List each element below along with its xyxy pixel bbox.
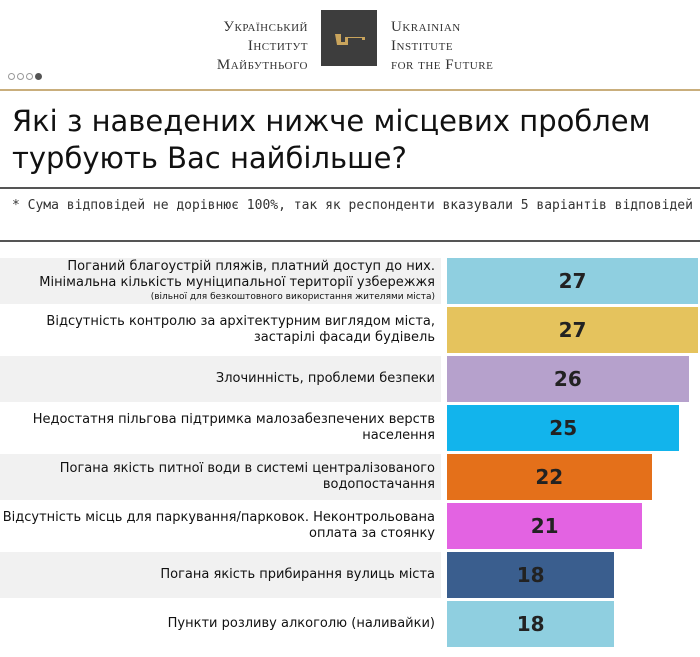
chart-row: Погана якість прибирання вулиць міста 18	[0, 552, 700, 598]
logo-text-ua: Український Інститут Майбутнього	[216, 19, 308, 73]
footnote: * Сума відповідей не дорівнює 100%, так …	[12, 198, 693, 213]
bar: 26	[447, 356, 689, 402]
bar: 21	[447, 503, 643, 549]
bar: 25	[447, 405, 680, 451]
chart-row: Пункти розливу алкоголю (наливайки) 18	[0, 601, 700, 647]
category-text: Пункти розливу алкоголю (наливайки)	[167, 616, 435, 631]
pager-dot[interactable]	[26, 73, 33, 80]
category-label: Погана якість питної води в системі цент…	[0, 454, 441, 500]
category-text: Недостатня пільгова підтримка малозабезп…	[32, 412, 435, 443]
pager-dot-active[interactable]	[35, 73, 42, 80]
divider	[0, 89, 700, 91]
category-text: Погана якість питної води в системі цент…	[59, 461, 435, 492]
category-label: Недостатня пільгова підтримка малозабезп…	[0, 405, 441, 451]
category-label: Погана якість прибирання вулиць міста	[0, 552, 441, 598]
bar: 22	[447, 454, 652, 500]
bar: 18	[447, 552, 615, 598]
data-label: 22	[535, 465, 564, 489]
pager[interactable]	[8, 73, 42, 80]
data-label: 18	[516, 612, 545, 636]
pager-dot[interactable]	[17, 73, 24, 80]
divider	[0, 187, 700, 189]
data-label: 21	[530, 514, 559, 538]
logo-text-en: Ukrainian Institute for the Future	[391, 19, 494, 73]
chart-row: Погана якість питної води в системі цент…	[0, 454, 700, 500]
category-text: Відсутність контролю за архітектурним ви…	[46, 314, 435, 345]
chart-row: Недостатня пільгова підтримка малозабезп…	[0, 405, 700, 451]
data-label: 18	[516, 563, 545, 587]
category-label: Злочинність, проблеми безпеки	[0, 356, 441, 402]
data-label: 25	[549, 416, 578, 440]
chart-title: Які з наведених нижче місцевих проблем т…	[12, 104, 651, 175]
category-text: Злочинність, проблеми безпеки	[215, 371, 435, 386]
pager-dot[interactable]	[8, 73, 15, 80]
bar: 27	[447, 258, 698, 304]
category-text: Погана якість прибирання вулиць міста	[160, 567, 435, 582]
chart-row: Відсутність місць для паркування/парково…	[0, 503, 700, 549]
chart-row: Відсутність контролю за архітектурним ви…	[0, 307, 700, 353]
key-icon	[321, 10, 377, 66]
category-label: Пункти розливу алкоголю (наливайки)	[0, 601, 441, 647]
data-label: 27	[558, 318, 587, 342]
category-text: Поганий благоустрій пляжів, платний дост…	[39, 259, 435, 290]
category-subnote: (вільної для безкоштовного використання …	[150, 292, 435, 302]
chart-row: Поганий благоустрій пляжів, платний дост…	[0, 258, 700, 304]
divider	[0, 240, 700, 242]
category-label: Відсутність місць для паркування/парково…	[0, 503, 441, 549]
chart-row: Злочинність, проблеми безпеки 26	[0, 356, 700, 402]
data-label: 27	[558, 269, 587, 293]
category-label: Поганий благоустрій пляжів, платний дост…	[0, 258, 441, 304]
data-label: 26	[553, 367, 582, 391]
logo: Український Інститут Майбутнього Ukrainian…	[0, 10, 700, 73]
category-label: Відсутність контролю за архітектурним ви…	[0, 307, 441, 353]
bar: 18	[447, 601, 615, 647]
bar: 27	[447, 307, 698, 353]
category-text: Відсутність місць для паркування/парково…	[2, 510, 435, 541]
